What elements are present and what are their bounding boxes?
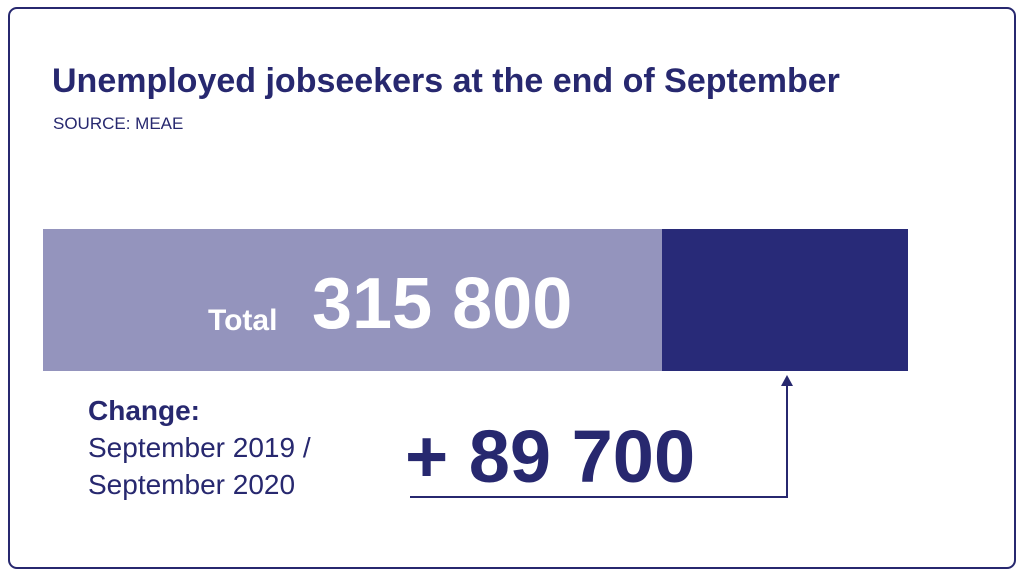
total-value: 315 800	[312, 264, 572, 344]
bar-base	[43, 229, 662, 371]
change-value: + 89 700	[405, 415, 695, 498]
change-label: Change:	[88, 395, 200, 426]
bar-change	[662, 229, 908, 371]
total-label: Total	[208, 304, 277, 337]
source: SOURCE: MEAE	[53, 114, 183, 133]
connector	[410, 382, 788, 498]
title: Unemployed jobseekers at the end of Sept…	[52, 62, 840, 100]
arrowhead	[781, 375, 793, 386]
change-period: September 2020	[88, 469, 295, 500]
change-period: September 2019 /	[88, 432, 311, 463]
